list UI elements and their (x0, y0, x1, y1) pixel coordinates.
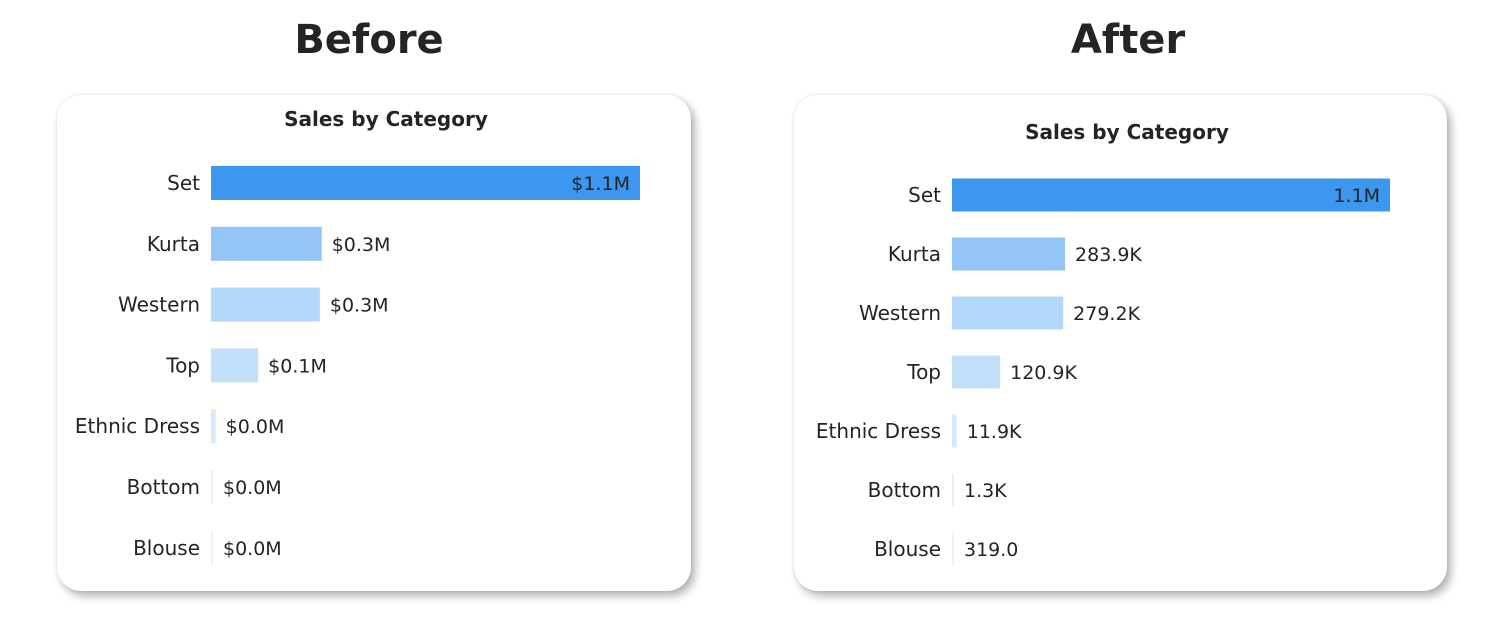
bar-blouse[interactable] (211, 530, 213, 565)
category-label-top: Top (906, 360, 941, 384)
chart-title: Sales by Category (284, 107, 488, 131)
category-label-bottom: Bottom (127, 475, 200, 499)
category-label-blouse: Blouse (133, 536, 200, 560)
category-label-top: Top (165, 353, 200, 377)
bar-top[interactable] (211, 348, 259, 383)
bar-western[interactable] (211, 287, 320, 322)
bar-western[interactable] (952, 296, 1064, 330)
after-chart-card: Sales by Category Set 1.1M Kurta 283.9K Weste… (794, 95, 1447, 591)
data-label-kurta: $0.3M (332, 234, 391, 256)
category-label-set: Set (167, 171, 200, 195)
bar-kurta[interactable] (211, 226, 322, 261)
data-label-ethnic-dress: $0.0M (226, 416, 285, 438)
data-label-blouse: $0.0M (223, 538, 282, 560)
category-label-blouse: Blouse (874, 537, 941, 561)
data-label-top: $0.1M (268, 355, 327, 377)
bar-top[interactable] (952, 355, 1001, 389)
data-label-top: 120.9K (1010, 362, 1077, 384)
data-label-western: 279.2K (1073, 303, 1140, 325)
bar-ethnic-dress[interactable] (211, 409, 216, 444)
bar-set[interactable] (952, 178, 1390, 212)
data-label-set: $1.1M (571, 173, 630, 195)
category-label-western: Western (118, 293, 200, 317)
data-label-western: $0.3M (330, 295, 389, 317)
bar-bottom[interactable] (211, 470, 213, 504)
data-label-ethnic-dress: 11.9K (967, 421, 1022, 443)
before-bar-chart: Sales by Category Set $1.1M Kurta $0.3M Weste… (75, 107, 640, 565)
bar-set[interactable] (211, 166, 640, 200)
data-label-blouse: 319.0 (964, 539, 1018, 561)
category-label-kurta: Kurta (147, 232, 200, 256)
category-label-kurta: Kurta (888, 242, 941, 266)
after-heading: After (1070, 17, 1186, 63)
category-label-western: Western (859, 301, 941, 325)
before-heading: Before (294, 17, 444, 63)
category-label-bottom: Bottom (868, 478, 941, 502)
data-label-bottom: 1.3K (964, 480, 1007, 502)
data-label-set: 1.1M (1333, 185, 1380, 207)
bar-ethnic-dress[interactable] (952, 414, 957, 448)
category-label-ethnic-dress: Ethnic Dress (75, 414, 200, 438)
category-label-set: Set (908, 183, 941, 207)
data-label-bottom: $0.0M (223, 477, 282, 499)
before-chart-card: Sales by Category Set $1.1M Kurta $0.3M Weste… (57, 95, 691, 591)
after-bar-chart: Sales by Category Set 1.1M Kurta 283.9K Weste… (816, 120, 1390, 566)
bar-blouse[interactable] (952, 532, 954, 566)
bar-kurta[interactable] (952, 237, 1066, 271)
data-label-kurta: 283.9K (1075, 244, 1142, 266)
category-label-ethnic-dress: Ethnic Dress (816, 419, 941, 443)
chart-title: Sales by Category (1025, 120, 1229, 144)
bar-bottom[interactable] (952, 473, 954, 507)
